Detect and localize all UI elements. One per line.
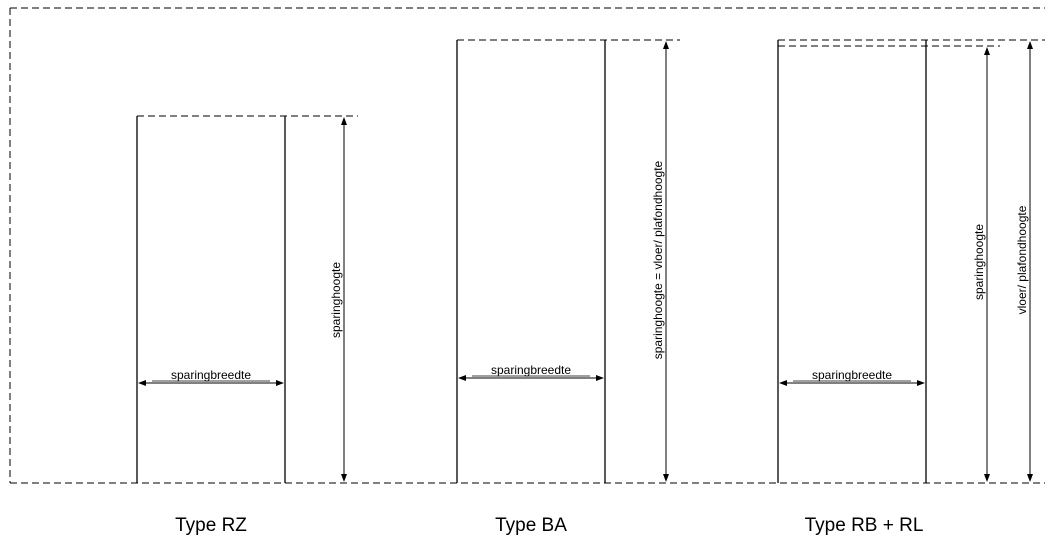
arrow-up-icon: [341, 117, 347, 125]
arrow-down-icon: [341, 474, 347, 482]
arrow-right-icon: [596, 375, 604, 381]
arrow-up-icon: [1027, 41, 1033, 49]
type-title: Type RB + RL: [805, 515, 924, 536]
arrow-right-icon: [276, 380, 284, 386]
width-label: sparingbreedte: [491, 363, 571, 377]
arrow-down-icon: [1027, 474, 1033, 482]
arrow-left-icon: [779, 380, 787, 386]
arrow-right-icon: [917, 380, 925, 386]
width-label: sparingbreedte: [171, 368, 251, 382]
height-label: sparinghoogte: [329, 262, 343, 338]
floor-ceiling-label: vloer/ plafondhoogte: [1015, 205, 1029, 314]
arrow-left-icon: [138, 380, 146, 386]
type-rz-group: sparingbreedte sparinghoogte Type RZ: [136, 115, 358, 536]
arrow-left-icon: [458, 375, 466, 381]
arrow-down-icon: [663, 474, 669, 482]
arrow-down-icon: [984, 474, 990, 482]
arrow-up-icon: [984, 47, 990, 55]
room-outline: [9, 7, 1045, 484]
type-title: Type BA: [495, 515, 567, 536]
type-rb-rl-group: sparingbreedte sparinghoogte vloer/ plaf…: [777, 39, 1045, 536]
height-label: sparinghoogte: [972, 224, 986, 300]
width-label: sparingbreedte: [812, 368, 892, 382]
type-ba-group: sparingbreedte sparinghoogte = vloer/ pl…: [456, 39, 680, 536]
height-label: sparinghoogte = vloer/ plafondhoogte: [651, 160, 665, 359]
type-title: Type RZ: [175, 515, 247, 536]
arrow-up-icon: [663, 41, 669, 49]
